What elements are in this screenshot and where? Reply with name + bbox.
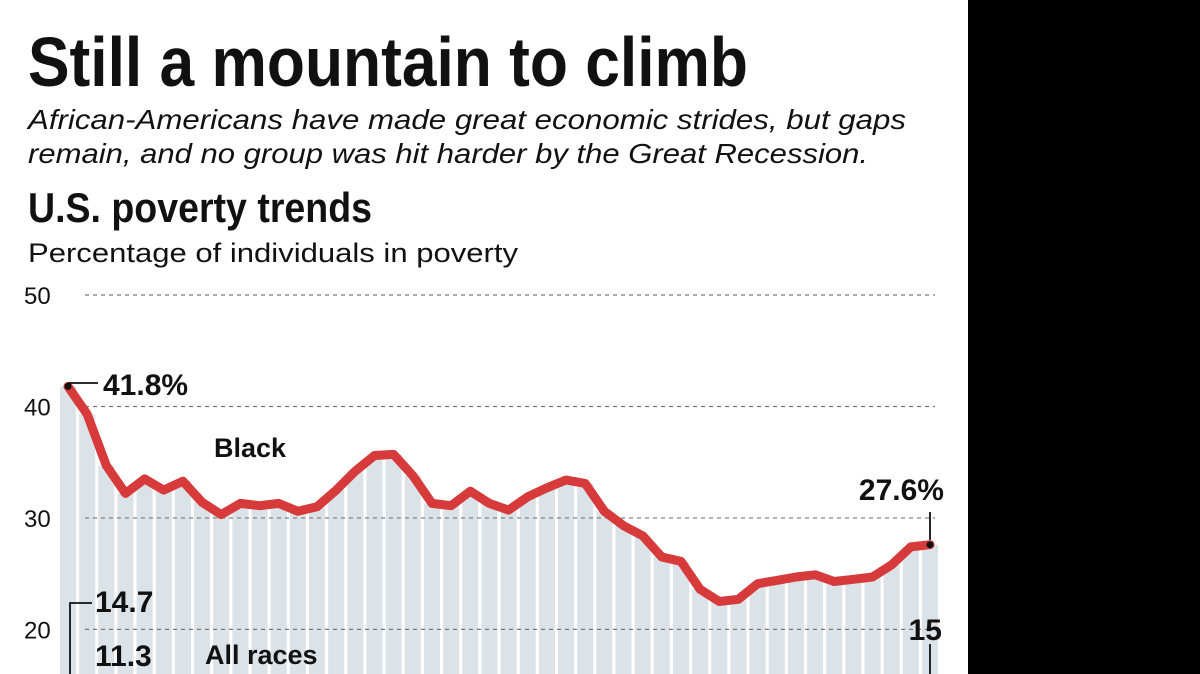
annotation: Black xyxy=(214,433,287,463)
bar xyxy=(155,490,172,674)
y-tick-label: 20 xyxy=(24,617,51,644)
title: Still a mountain to climb xyxy=(28,23,748,101)
bar xyxy=(270,503,287,674)
annotation: 41.8% xyxy=(103,369,188,402)
bar xyxy=(692,589,709,674)
bar xyxy=(79,414,96,674)
bar xyxy=(615,525,632,674)
chart-title: U.S. poverty trends xyxy=(28,184,372,231)
bar xyxy=(136,478,153,674)
leader xyxy=(69,602,92,674)
bar xyxy=(366,455,383,674)
plot: 20 30 40 50 xyxy=(24,283,939,674)
y-tick-label: 40 xyxy=(24,394,51,421)
bar xyxy=(538,487,555,674)
bar xyxy=(194,502,211,674)
bar xyxy=(117,493,134,674)
bar xyxy=(902,546,919,674)
bar xyxy=(385,454,402,674)
end-dot xyxy=(926,541,934,549)
bar xyxy=(634,535,651,674)
bar xyxy=(481,503,498,674)
bar xyxy=(519,496,536,674)
bar xyxy=(845,579,862,674)
bar xyxy=(768,580,785,674)
bar xyxy=(672,561,690,674)
bar xyxy=(500,510,517,674)
bar xyxy=(596,511,613,674)
y-tick-label: 50 xyxy=(24,283,51,310)
bar xyxy=(404,475,421,674)
annotation: 27.6% xyxy=(859,474,944,507)
annotation: All races xyxy=(205,640,318,670)
line xyxy=(63,381,935,606)
bar xyxy=(174,481,191,674)
bar xyxy=(328,490,345,674)
annotation: 14.7 xyxy=(95,586,153,619)
annotation: 15 xyxy=(909,614,942,647)
bar xyxy=(308,506,326,674)
bar xyxy=(213,514,230,674)
bar xyxy=(711,601,728,674)
y-axis-label: Percentage of individuals in poverty xyxy=(28,238,519,268)
bar xyxy=(883,564,900,674)
bar xyxy=(864,577,881,674)
annotation: 11.3 xyxy=(95,640,152,673)
bar xyxy=(577,483,594,674)
bar xyxy=(653,556,670,674)
bar xyxy=(787,577,804,674)
bar xyxy=(289,511,306,674)
bar xyxy=(921,544,939,674)
side-panel xyxy=(968,0,1200,674)
bar xyxy=(462,491,479,674)
bar xyxy=(347,471,364,674)
end-dot xyxy=(64,382,72,390)
bar xyxy=(232,503,249,674)
y-tick-label: 30 xyxy=(24,506,51,533)
bar xyxy=(251,505,268,674)
subtitle: African-Americans have made great econom… xyxy=(26,104,906,135)
subtitle: remain, and no group was hit harder by t… xyxy=(28,138,868,169)
bar xyxy=(557,480,575,674)
bar xyxy=(423,503,441,674)
bar xyxy=(59,386,77,674)
bar xyxy=(807,574,824,674)
bar xyxy=(826,581,843,674)
bar xyxy=(443,505,460,674)
bar xyxy=(730,599,747,674)
